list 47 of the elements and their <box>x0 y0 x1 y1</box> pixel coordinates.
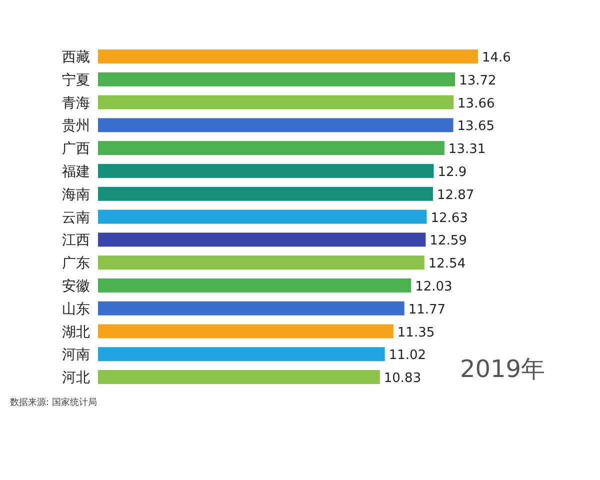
y-tick-label: 江西 <box>62 232 90 249</box>
bar <box>98 370 380 384</box>
annotation: 2019年 <box>460 355 546 383</box>
data-label: 10.83 <box>384 371 422 386</box>
bar <box>98 141 444 156</box>
y-tick-label: 宁夏 <box>62 72 90 88</box>
data-label: 13.66 <box>458 96 495 112</box>
y-tick-label: 广西 <box>62 141 90 158</box>
data-label: 11.77 <box>408 302 446 318</box>
bar <box>98 72 456 86</box>
y-tick-label: 贵州 <box>62 118 90 134</box>
y-tick-label: 湖北 <box>62 324 90 340</box>
data-label: 12.9 <box>438 164 467 180</box>
bar <box>98 256 424 270</box>
bar <box>98 301 404 316</box>
bar <box>98 324 394 338</box>
bar <box>98 49 478 64</box>
y-tick-label: 海南 <box>62 186 90 203</box>
bar <box>98 186 433 201</box>
y-tick-label: 西藏 <box>62 49 90 66</box>
data-label: 12.63 <box>430 210 468 226</box>
data-label: 12.54 <box>428 256 466 272</box>
y-tick-label: 安徽 <box>62 278 90 294</box>
bar <box>98 210 427 224</box>
y-tick-label: 青海 <box>62 95 90 112</box>
data-label: 13.65 <box>457 119 494 134</box>
y-tick-label: 云南 <box>62 210 90 226</box>
data-label: 13.31 <box>448 142 486 158</box>
bar <box>98 278 412 292</box>
y-tick-label: 河北 <box>62 370 90 386</box>
source-note: 数据来源: 国家统计局 <box>10 397 97 408</box>
bar <box>98 118 454 132</box>
data-label: 12.87 <box>436 188 474 203</box>
y-tick-label: 河南 <box>62 347 90 364</box>
y-tick-label: 广东 <box>62 256 90 272</box>
data-label: 12.59 <box>430 234 467 249</box>
data-label: 14.6 <box>482 50 511 66</box>
bar <box>98 95 454 110</box>
data-label: 11.35 <box>397 325 435 340</box>
data-label: 13.72 <box>459 73 496 88</box>
bar <box>98 164 434 178</box>
data-label: 12.03 <box>415 279 452 294</box>
y-tick-label: 福建 <box>62 164 90 180</box>
bar <box>98 232 426 247</box>
bar <box>98 347 385 362</box>
data-label: 11.02 <box>388 348 426 364</box>
y-tick-label: 山东 <box>62 301 90 318</box>
